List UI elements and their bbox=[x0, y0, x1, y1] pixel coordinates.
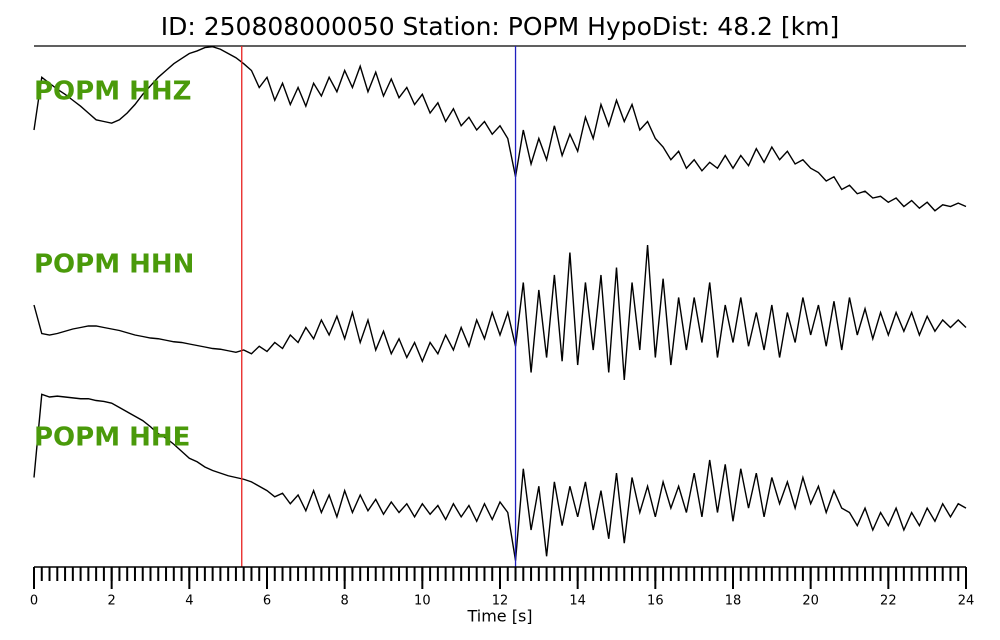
x-tick-label: 22 bbox=[880, 594, 897, 609]
x-tick-label: 4 bbox=[185, 594, 193, 609]
trace-label: POPM HHN bbox=[34, 250, 194, 280]
x-tick-label: 16 bbox=[647, 594, 664, 609]
waveform-trace bbox=[33, 244, 967, 381]
trace-label: POPM HHZ bbox=[34, 77, 192, 107]
trace-label: POPM HHE bbox=[34, 423, 190, 453]
chart-title: ID: 250808000050 Station: POPM HypoDist:… bbox=[161, 12, 840, 41]
x-tick-label: 8 bbox=[341, 594, 349, 609]
x-tick-label: 18 bbox=[725, 594, 742, 609]
x-tick-label: 2 bbox=[108, 594, 116, 609]
x-tick-label: 14 bbox=[569, 594, 586, 609]
x-tick-label: 0 bbox=[30, 594, 38, 609]
x-tick-label: 24 bbox=[958, 594, 975, 609]
x-tick-label: 6 bbox=[263, 594, 271, 609]
waveform-trace bbox=[33, 45, 967, 212]
x-tick-label: 20 bbox=[802, 594, 819, 609]
waveform-trace bbox=[33, 393, 967, 561]
x-tick-label: 12 bbox=[492, 594, 509, 609]
x-tick-label: 10 bbox=[414, 594, 431, 609]
x-axis-label: Time [s] bbox=[466, 607, 532, 626]
